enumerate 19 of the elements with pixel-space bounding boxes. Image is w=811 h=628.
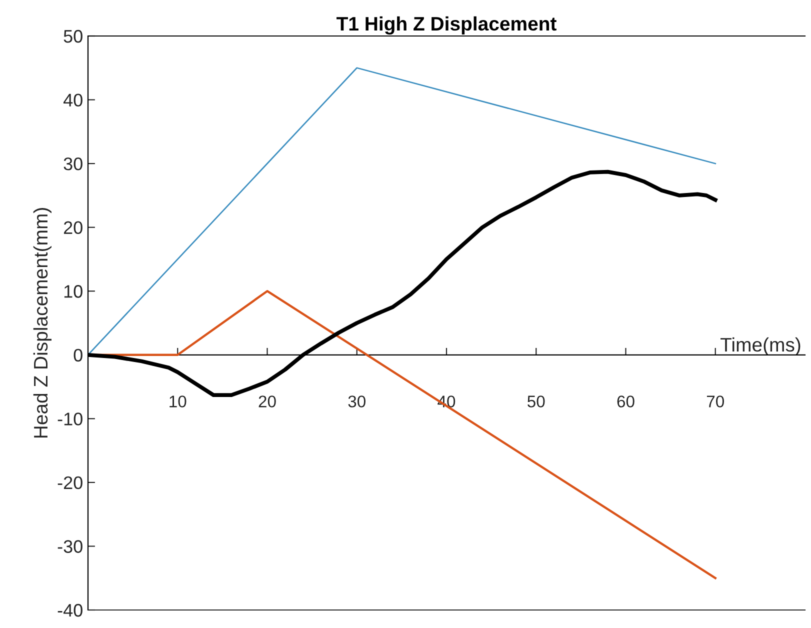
x-tick-label: 30 <box>348 396 366 408</box>
y-tick-label: -40 <box>58 604 82 617</box>
y-tick-label: 30 <box>64 157 82 170</box>
x-tick-label: 70 <box>706 396 724 408</box>
y-tick-label: 40 <box>63 94 82 106</box>
x-tick-label: 10 <box>170 396 186 408</box>
y-tick-label: 10 <box>64 285 82 298</box>
x-tick-label: 60 <box>617 396 634 408</box>
y-axis-title: Head Z Displacement(mm) <box>33 208 52 438</box>
y-tick-label: -30 <box>58 540 82 553</box>
x-tick-label: 20 <box>258 396 276 408</box>
y-tick-label: 50 <box>64 30 82 43</box>
y-tick-label: -10 <box>58 412 82 426</box>
x-tick-label: 50 <box>528 396 545 408</box>
x-axis-title: Time(ms) <box>720 337 800 356</box>
y-tick-label: 20 <box>64 221 82 234</box>
y-tick-label: 0 <box>74 348 82 362</box>
chart-title: T1 High Z Displacement <box>336 16 556 35</box>
y-tick-label: -20 <box>58 476 82 490</box>
